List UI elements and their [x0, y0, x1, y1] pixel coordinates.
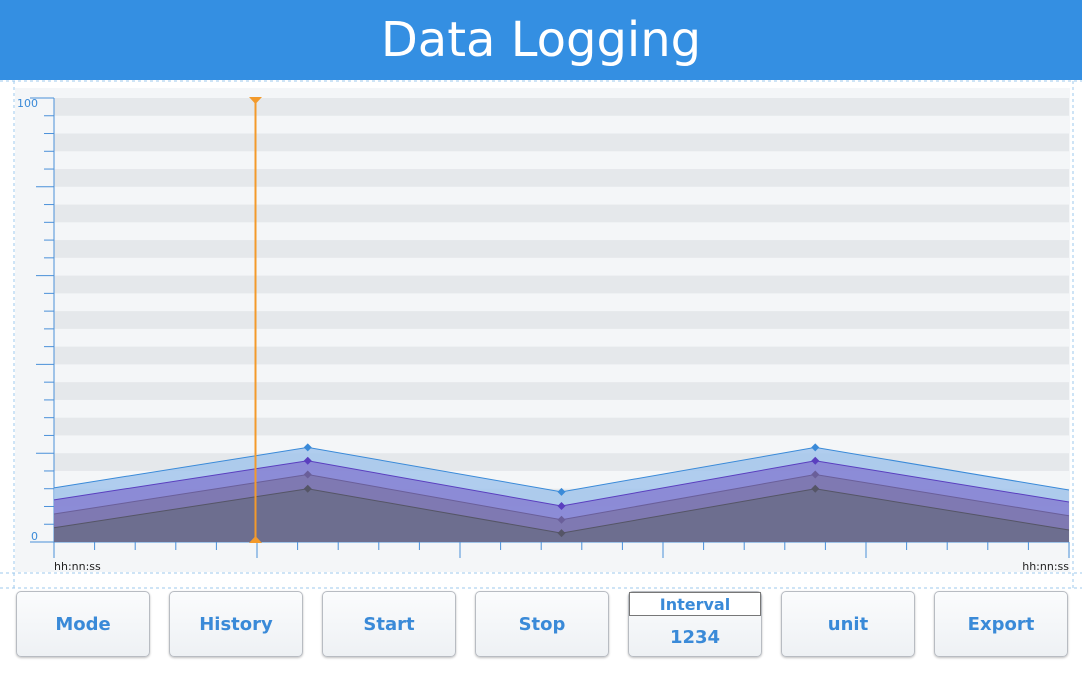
- y-tick-label: 100: [17, 97, 38, 110]
- point: [303, 443, 312, 452]
- stripe: [54, 311, 1069, 329]
- button[interactable]: Start: [322, 591, 456, 657]
- y-tick-label: 0: [31, 530, 38, 543]
- point: [557, 515, 566, 524]
- stripe: [54, 204, 1069, 223]
- point: [811, 484, 820, 493]
- point: [557, 487, 566, 496]
- x-tick-label: hh:nn:ss: [1022, 560, 1069, 573]
- button-label: Stop: [518, 613, 566, 635]
- header: Data Logging: [0, 0, 1082, 80]
- button-label: Mode: [55, 613, 111, 635]
- stripe: [54, 346, 1069, 365]
- stripe: [54, 133, 1069, 152]
- button-label: Start: [363, 613, 415, 635]
- point: [303, 470, 312, 479]
- stripes: [36, 97, 1070, 558]
- stripe: [54, 417, 1069, 436]
- stripe: [54, 382, 1069, 400]
- stripe: [54, 275, 1069, 294]
- stripe: [54, 98, 1069, 116]
- area: [54, 488, 1069, 542]
- point: [811, 443, 820, 452]
- button-label: Export: [967, 613, 1035, 635]
- x-tick-label: hh:nn:ss: [54, 560, 101, 573]
- button-label: Interval: [629, 592, 761, 616]
- point: [303, 484, 312, 493]
- button[interactable]: unit: [781, 591, 915, 657]
- button[interactable]: History: [169, 591, 303, 657]
- button-label: History: [199, 613, 273, 635]
- button-label: unit: [827, 613, 869, 635]
- point: [811, 470, 820, 479]
- button[interactable]: Export: [934, 591, 1068, 657]
- button[interactable]: Interval 1234: [628, 591, 762, 657]
- guides: [0, 80, 1082, 589]
- button[interactable]: Mode: [16, 591, 150, 657]
- title: Data Logging: [380, 12, 702, 68]
- cursor: [249, 97, 262, 543]
- point: [811, 456, 820, 465]
- stripe: [54, 169, 1069, 187]
- point: [557, 502, 566, 511]
- button[interactable]: Stop: [475, 591, 609, 657]
- stripe: [54, 240, 1069, 258]
- point: [557, 529, 566, 538]
- point: [303, 456, 312, 465]
- chart: 0 100 hh:nn:ss hh:nn:ss: [0, 80, 1082, 589]
- button-value: 1234: [669, 626, 721, 648]
